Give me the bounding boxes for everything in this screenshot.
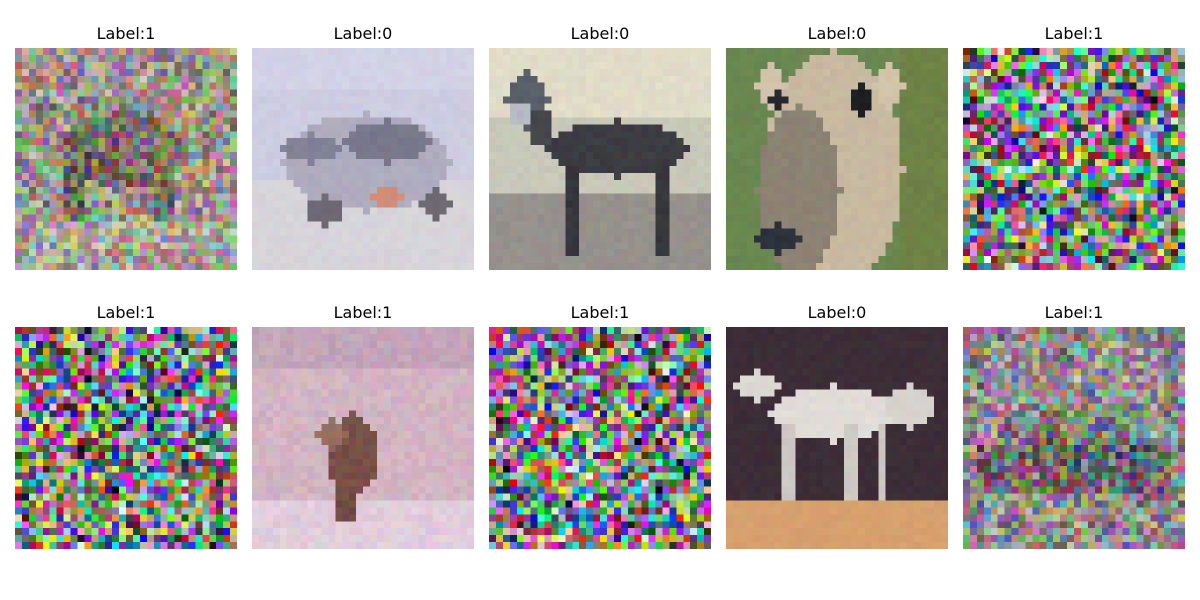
panel-title: Label:1 (1044, 24, 1104, 43)
panel-image (252, 48, 474, 270)
panel-canvas (252, 327, 474, 549)
panel-title: Label:1 (96, 303, 156, 322)
panel-title: Label:1 (96, 24, 156, 43)
panel-image (15, 48, 237, 270)
panel-image (963, 327, 1185, 549)
panel-canvas (15, 327, 237, 549)
panel-image (252, 327, 474, 549)
panel-image (726, 48, 948, 270)
panel-title: Label:0 (570, 24, 630, 43)
panel-image (489, 327, 711, 549)
panel-canvas (489, 48, 711, 270)
panel-title: Label:1 (570, 303, 630, 322)
panel-image (726, 327, 948, 549)
panel-title: Label:1 (1044, 303, 1104, 322)
panel-title: Label:0 (807, 303, 867, 322)
panel-title: Label:0 (807, 24, 867, 43)
panel-canvas (726, 48, 948, 270)
panel-canvas (489, 327, 711, 549)
panel-image (489, 48, 711, 270)
panel-title: Label:0 (333, 24, 393, 43)
panel-canvas (252, 48, 474, 270)
panel-canvas (963, 327, 1185, 549)
panel-canvas (726, 327, 948, 549)
panel-image (963, 48, 1185, 270)
panel-canvas (963, 48, 1185, 270)
panel-image (15, 327, 237, 549)
panel-canvas (15, 48, 237, 270)
panel-title: Label:1 (333, 303, 393, 322)
